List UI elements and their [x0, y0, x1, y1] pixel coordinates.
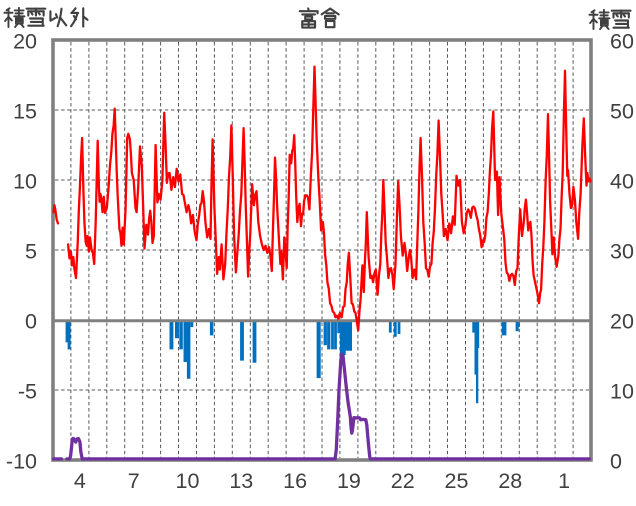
- svg-text:10: 10: [13, 170, 37, 194]
- svg-text:19: 19: [337, 469, 361, 493]
- svg-text:7: 7: [128, 469, 140, 493]
- svg-text:1: 1: [558, 469, 570, 493]
- svg-text:-10: -10: [6, 450, 37, 474]
- svg-text:-5: -5: [18, 380, 37, 404]
- svg-text:15: 15: [13, 100, 37, 124]
- svg-text:22: 22: [391, 469, 415, 493]
- svg-text:16: 16: [283, 469, 307, 493]
- svg-text:10: 10: [176, 469, 200, 493]
- svg-text:10: 10: [610, 380, 634, 404]
- svg-text:30: 30: [610, 240, 634, 264]
- svg-text:25: 25: [445, 469, 469, 493]
- svg-text:13: 13: [229, 469, 253, 493]
- svg-text:60: 60: [610, 30, 634, 54]
- svg-text:50: 50: [610, 100, 634, 124]
- svg-text:20: 20: [13, 30, 37, 54]
- svg-text:28: 28: [498, 469, 522, 493]
- svg-text:0: 0: [610, 450, 622, 474]
- svg-text:0: 0: [25, 310, 37, 334]
- svg-text:4: 4: [74, 469, 86, 493]
- svg-text:5: 5: [25, 240, 37, 264]
- svg-text:40: 40: [610, 170, 634, 194]
- svg-text:20: 20: [610, 310, 634, 334]
